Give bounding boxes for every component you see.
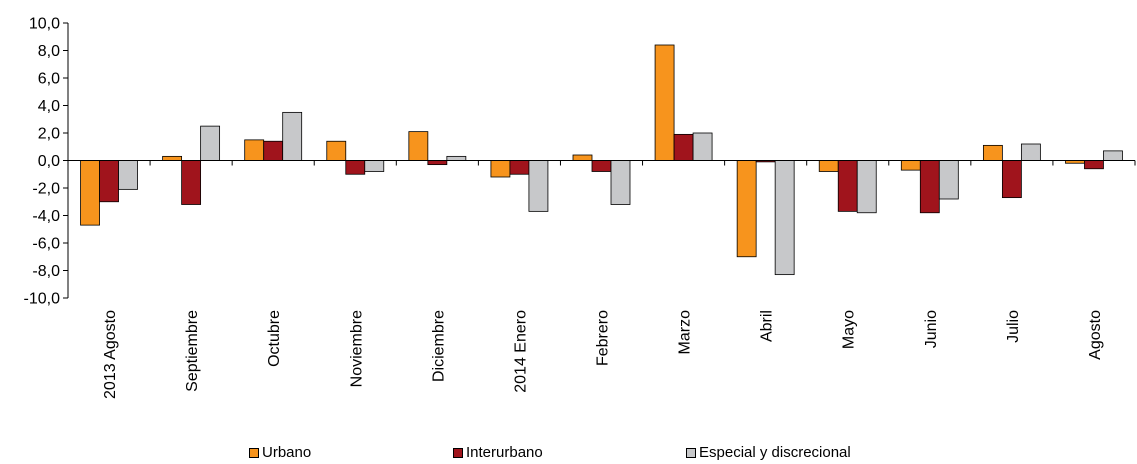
bar-urbano <box>818 160 839 172</box>
x-category-label: Julio <box>1005 310 1022 343</box>
bar-urbano <box>572 154 593 161</box>
bar-chart: 10,0 8,0 6,0 4,0 2,0 0,0 -2,0 -4,0 -6,0 -8,0 -10,0… <box>24 16 1136 399</box>
y-tick-label: 0,0 <box>38 153 60 170</box>
legend-label-especial-y-discrecional: Especial y discrecional <box>699 444 851 461</box>
y-tick-label: -6,0 <box>32 236 60 253</box>
y-tick-label: -10,0 <box>24 291 61 308</box>
y-tick-label: 4,0 <box>38 98 60 115</box>
bar-interurbano <box>263 140 284 161</box>
chart-legend: Urbano Interurbano Especial y discrecion… <box>0 444 1137 464</box>
y-tick-label: 8,0 <box>38 43 60 60</box>
bar-urbano <box>408 131 429 161</box>
bar-urbano <box>654 44 675 161</box>
bar-especial-y-discrecional <box>200 125 221 161</box>
bar-interurbano <box>919 160 940 214</box>
x-category-label: Octubre <box>266 310 283 367</box>
bar-urbano <box>80 160 100 226</box>
x-category-label: Agosto <box>1087 310 1104 360</box>
x-category-label: 2013 Agosto <box>102 310 119 399</box>
y-tick-label: -8,0 <box>32 263 60 280</box>
x-category-label: Abril <box>759 310 776 342</box>
legend-swatch-urbano <box>249 448 259 458</box>
bar-urbano <box>162 155 183 161</box>
bar-interurbano <box>99 160 119 203</box>
x-category-label: Febrero <box>595 310 612 366</box>
bar-urbano <box>326 140 347 161</box>
bar-especial-y-discrecional <box>528 160 549 212</box>
legend-label-urbano: Urbano <box>262 444 312 461</box>
bar-especial-y-discrecional <box>446 155 467 161</box>
legend-item-urbano: Urbano <box>249 444 311 462</box>
bar-interurbano <box>345 160 366 175</box>
bar-interurbano <box>1084 160 1104 170</box>
bar-interurbano <box>1001 160 1022 199</box>
bar-urbano <box>982 144 1003 161</box>
bar-urbano <box>736 160 757 258</box>
bar-especial-y-discrecional <box>1020 143 1041 161</box>
legend-swatch-interurbano <box>453 448 463 458</box>
bar-especial-y-discrecional <box>282 111 303 161</box>
x-category-label: 2014 Enero <box>512 310 529 393</box>
bar-especial-y-discrecional <box>364 160 385 172</box>
bar-interurbano <box>427 160 448 166</box>
bar-especial-y-discrecional <box>118 160 138 190</box>
x-category-label: Noviembre <box>348 310 365 387</box>
bar-urbano <box>900 160 921 171</box>
y-tick-label: -4,0 <box>32 208 60 225</box>
x-category-label: Marzo <box>677 310 694 355</box>
y-tick-label: 6,0 <box>38 71 60 88</box>
bar-especial-y-discrecional <box>938 160 959 200</box>
bar-especial-y-discrecional <box>1103 150 1123 161</box>
x-category-label: Diciembre <box>430 310 447 382</box>
legend-swatch-especial-y-discrecional <box>686 448 696 458</box>
bar-especial-y-discrecional <box>610 160 631 205</box>
bar-interurbano <box>181 160 202 205</box>
y-tick-label: 10,0 <box>29 16 60 33</box>
bar-urbano <box>244 139 265 161</box>
x-category-label: Septiembre <box>184 310 201 392</box>
bar-especial-y-discrecional <box>856 160 877 214</box>
legend-item-interurbano: Interurbano <box>453 444 543 462</box>
legend-label-interurbano: Interurbano <box>466 444 543 461</box>
bar-interurbano <box>673 133 694 161</box>
bar-urbano <box>490 160 511 178</box>
bar-especial-y-discrecional <box>692 132 713 161</box>
y-tick-label: 2,0 <box>38 126 60 143</box>
bar-especial-y-discrecional <box>774 160 795 276</box>
bar-interurbano <box>837 160 858 212</box>
x-category-label: Junio <box>923 310 940 348</box>
x-category-label: Mayo <box>841 310 858 349</box>
legend-item-especial-y-discrecional: Especial y discrecional <box>686 444 851 462</box>
bar-interurbano <box>509 160 530 175</box>
bar-interurbano <box>591 160 612 172</box>
y-tick-label: -2,0 <box>32 181 60 198</box>
